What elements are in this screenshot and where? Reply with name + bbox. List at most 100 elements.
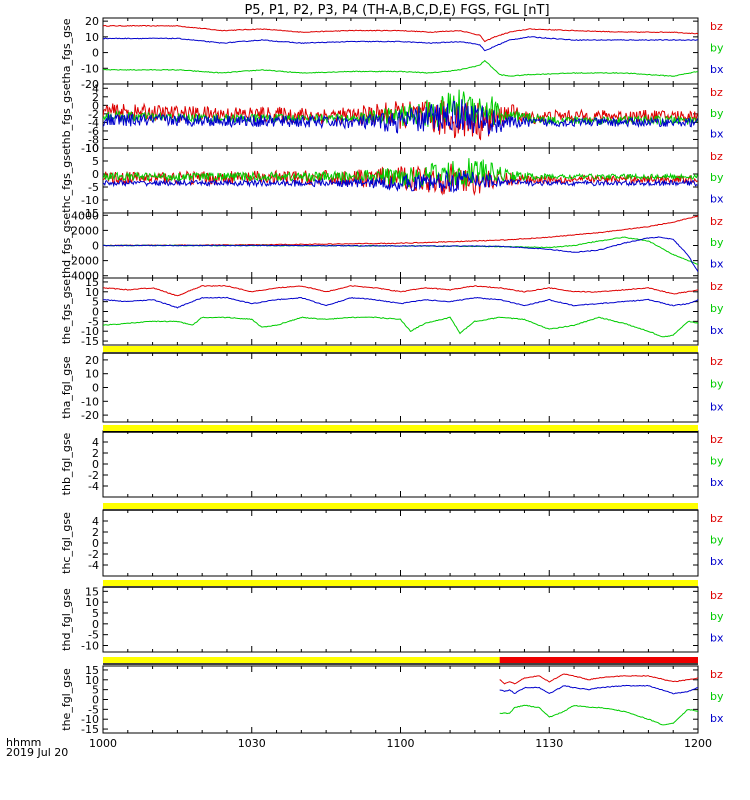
legend-bz: bz [710,280,723,293]
series-by [103,236,698,266]
y-tick-label: 10 [85,31,99,44]
chart-title: P5, P1, P2, P3, P4 (TH-A,B,C,D,E) FGS, F… [244,3,549,18]
y-tick-label: 10 [85,368,99,381]
legend-by: by [710,302,724,315]
y-tick-label: -2 [88,469,99,482]
x-tick-label: 1200 [684,737,712,750]
y-tick-label: 5 [92,155,99,168]
flag-bar-segment [103,346,698,352]
series-by [103,59,698,77]
panel-series [103,24,698,77]
y-tick-label: -5 [88,703,99,716]
y-tick-label: -5 [88,181,99,194]
series-bx [499,684,698,695]
legend-bx: bx [710,63,724,76]
series-by [499,704,698,726]
y-tick-label: 4000 [71,209,99,222]
panel-frame [102,509,699,577]
y-tick-label: 5 [92,684,99,697]
y-tick-label: 15 [85,276,99,289]
panel-series [103,158,698,196]
legend-bz: bz [710,512,723,525]
y-tick-label: -10 [81,142,99,155]
legend-bz: bz [710,668,723,681]
y-tick-label: 10 [85,674,99,687]
panel-frame [102,277,699,346]
y-tick-label: -10 [81,640,99,653]
panel-series [103,284,698,338]
x-tick-label: 1130 [535,737,563,750]
y-tick-label: -5 [88,629,99,642]
legend-by: by [710,42,724,55]
time-axis-label: hhmm [6,736,41,749]
y-tick-label: 0 [92,458,99,471]
flag-bar-segment [103,425,698,431]
y-tick-label: 2000 [71,224,99,237]
y-axis-label: thb_fgl_gse [60,432,73,495]
legend-bx: bx [710,257,724,270]
legend-bz: bz [710,355,723,368]
panel-frame [102,430,699,498]
y-tick-label: 20 [85,354,99,367]
y-tick-label: -10 [81,395,99,408]
series-bx [103,296,698,309]
y-axis-label: thd_fgl_gse [60,588,73,651]
y-tick-label: -2000 [67,255,99,268]
series-bz [103,100,698,141]
y-tick-label: 4 [92,436,99,449]
y-tick-label: -20 [81,78,99,91]
legend-by: by [710,534,724,547]
y-tick-label: -15 [81,723,99,736]
y-tick-label: 15 [85,664,99,677]
y-axis-label: thc_fgl_gse [60,512,73,574]
flag-bar-segment [103,657,500,663]
legend-bx: bx [710,400,724,413]
series-bx [103,36,698,52]
y-axis-label: thd_fgs_gse [60,213,73,279]
y-tick-label: -5 [88,315,99,328]
y-tick-label: 2 [92,526,99,539]
y-tick-label: -4000 [67,270,99,283]
y-tick-label: 0 [92,537,99,550]
y-tick-label: -2 [88,108,99,121]
series-bz [103,284,698,297]
y-tick-label: 5 [92,296,99,309]
y-tick-label: -6 [88,125,99,138]
legend-by: by [710,378,724,391]
legend-bx: bx [710,192,724,205]
series-bz [103,24,698,43]
y-tick-label: 0 [92,99,99,112]
x-tick-label: 1030 [238,737,266,750]
panel-series [103,89,698,141]
y-axis-label: the_fgl_gse [60,668,73,731]
legend-bz: bz [710,20,723,33]
date-label: 2019 Jul 20 [6,746,68,759]
y-tick-label: -4 [88,559,99,572]
y-tick-label: -15 [81,207,99,220]
legend-bz: bz [710,433,723,446]
y-tick-label: 0 [92,382,99,395]
x-tick-label: 1100 [387,737,415,750]
legend-bx: bx [710,555,724,568]
panel-frame [102,665,699,734]
series-bx [103,169,698,194]
y-axis-label: tha_fgs_gse [60,18,73,83]
legend-bx: bx [710,712,724,725]
panel-series [103,215,698,273]
legend-bx: bx [710,631,724,644]
legend-bz: bz [710,86,723,99]
y-tick-label: 0 [92,240,99,253]
y-tick-label: 20 [85,15,99,28]
y-tick-label: 4 [92,515,99,528]
y-tick-label: 2 [92,91,99,104]
legend-by: by [710,690,724,703]
y-axis-label: thb_fgs_gse [60,83,73,149]
legend-bz: bz [710,589,723,602]
y-tick-label: 0 [92,47,99,60]
flag-bar-segment [103,503,698,509]
y-tick-label: 5 [92,607,99,620]
